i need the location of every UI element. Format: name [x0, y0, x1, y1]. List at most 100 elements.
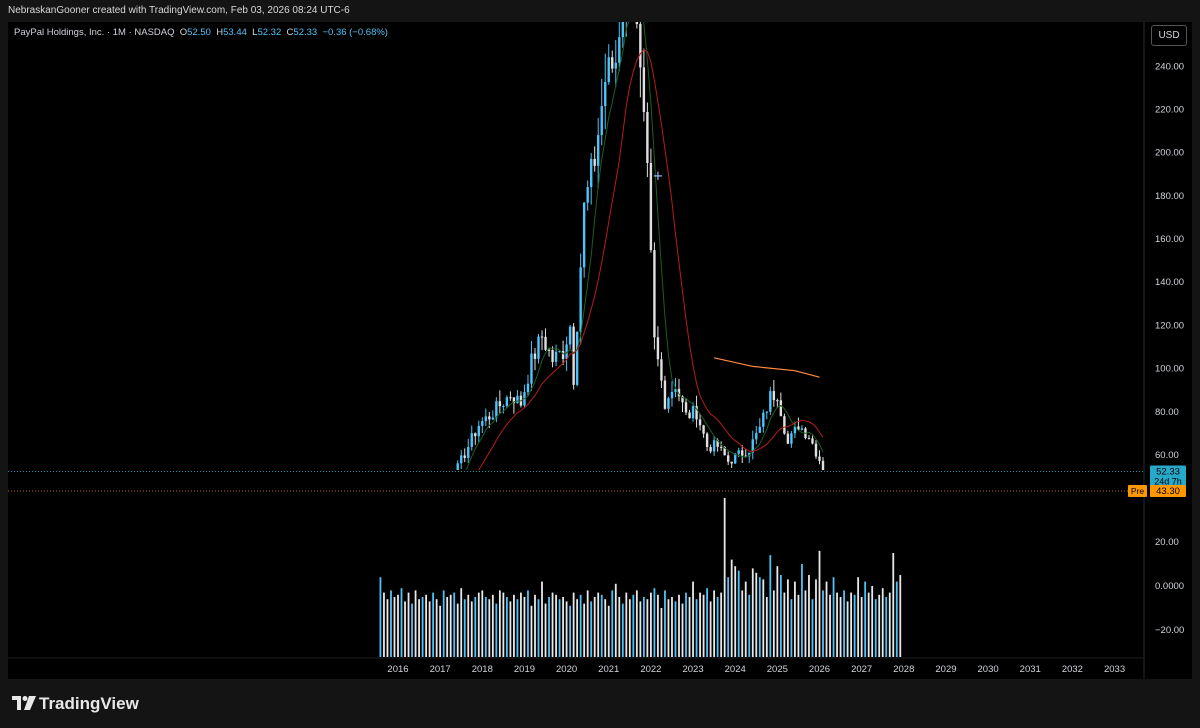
candle-body — [765, 411, 769, 413]
volume-bar — [421, 597, 424, 657]
volume-bar — [895, 581, 898, 657]
candle-body — [544, 336, 547, 350]
candle-body — [456, 463, 459, 470]
candle-body — [393, 513, 395, 515]
x-tick-label: 2024 — [725, 664, 746, 675]
volume-bar — [681, 603, 684, 657]
volume-bar — [832, 577, 835, 657]
volume-bar — [646, 599, 649, 657]
y-tick-label: 80.00 — [1155, 407, 1179, 418]
volume-y-tick-label: 20.00 — [1155, 537, 1179, 548]
y-tick-label: 140.00 — [1155, 277, 1184, 288]
volume-bar — [481, 590, 484, 657]
candle-body — [432, 501, 434, 502]
candle-body — [797, 426, 800, 430]
candle-body — [653, 250, 656, 338]
candle-body — [470, 433, 473, 447]
volume-bar — [635, 590, 638, 657]
volume-bar — [699, 592, 701, 657]
volume-bar — [449, 594, 452, 657]
candle-body — [502, 406, 505, 408]
candle-body — [730, 461, 733, 464]
volume-bar — [435, 599, 438, 657]
volume-bar — [829, 594, 831, 657]
candle-body — [769, 391, 772, 412]
x-tick-label: 2017 — [430, 664, 451, 675]
volume-bar — [720, 592, 723, 657]
volume-bar — [379, 577, 382, 657]
y-tick-label: 200.00 — [1155, 148, 1184, 159]
volume-bar — [607, 605, 610, 657]
pre-market-badge — [1150, 484, 1186, 497]
x-tick-label: 2028 — [893, 664, 914, 675]
x-tick-label: 2022 — [640, 664, 661, 675]
volume-bar — [432, 592, 435, 657]
candle-body — [744, 455, 747, 457]
x-tick-label: 2030 — [978, 664, 999, 675]
volume-bar — [453, 592, 456, 657]
volume-bar — [498, 590, 501, 657]
candle-body — [568, 326, 572, 345]
volume-bar — [614, 583, 617, 657]
volume-bar — [397, 594, 399, 657]
pre-market-value: 43.30 — [1156, 486, 1180, 497]
volume-bar — [741, 590, 744, 657]
candle-body — [533, 353, 537, 359]
candle-body — [474, 433, 477, 437]
chart-frame[interactable] — [8, 22, 1192, 679]
volume-bar — [885, 597, 888, 657]
candle-body — [691, 406, 695, 419]
candle-body — [716, 440, 719, 447]
volume-bar — [632, 594, 635, 657]
candle-body — [604, 82, 607, 107]
volume-bar — [579, 594, 582, 657]
candle-body — [758, 426, 761, 433]
currency-button[interactable]: USD — [1151, 25, 1187, 46]
volume-bar — [685, 592, 687, 657]
volume-bar — [772, 590, 775, 657]
candle-body — [670, 391, 674, 399]
volume-bar — [548, 597, 550, 657]
crosshair-icon: + — [653, 169, 664, 184]
candle-body — [635, 22, 639, 25]
volume-bar — [815, 579, 817, 657]
candle-body — [607, 57, 610, 83]
ma-slow-line — [478, 49, 824, 470]
open-value: 52.50 — [187, 27, 211, 38]
x-tick-label: 2021 — [598, 664, 619, 675]
volume-bar — [565, 601, 568, 657]
footer-bar — [0, 680, 1200, 728]
volume-bar — [618, 597, 621, 657]
candle-body — [404, 506, 406, 512]
candle-body — [772, 391, 776, 401]
volume-bar — [748, 594, 751, 657]
candle-body — [495, 401, 498, 418]
candle-body — [814, 443, 818, 457]
candle-body — [667, 398, 670, 409]
volume-bar — [765, 597, 768, 657]
volume-bar — [881, 588, 884, 657]
candle-body — [554, 351, 558, 362]
candle-body — [660, 359, 663, 381]
volume-bar — [779, 575, 782, 657]
volume-bar — [562, 597, 564, 657]
candle-body — [453, 481, 455, 488]
volume-bar — [446, 597, 449, 657]
volume-bar — [590, 601, 593, 657]
candle-body — [386, 506, 388, 513]
volume-bar — [860, 597, 863, 657]
ma-long-line — [713, 357, 820, 378]
x-tick-label: 2016 — [387, 664, 408, 675]
volume-bar — [744, 581, 747, 657]
volume-bar — [730, 559, 733, 657]
pre-market-tag — [1128, 484, 1147, 497]
volume-bar — [657, 594, 659, 657]
candle-body — [674, 388, 677, 392]
open-label: O — [179, 27, 188, 38]
volume-bar — [428, 601, 431, 657]
volume-bar — [611, 590, 614, 657]
credit-text: NebraskanGooner created with TradingView… — [8, 5, 350, 16]
last-price-badge — [1150, 465, 1186, 488]
x-tick-label: 2031 — [1020, 664, 1041, 675]
